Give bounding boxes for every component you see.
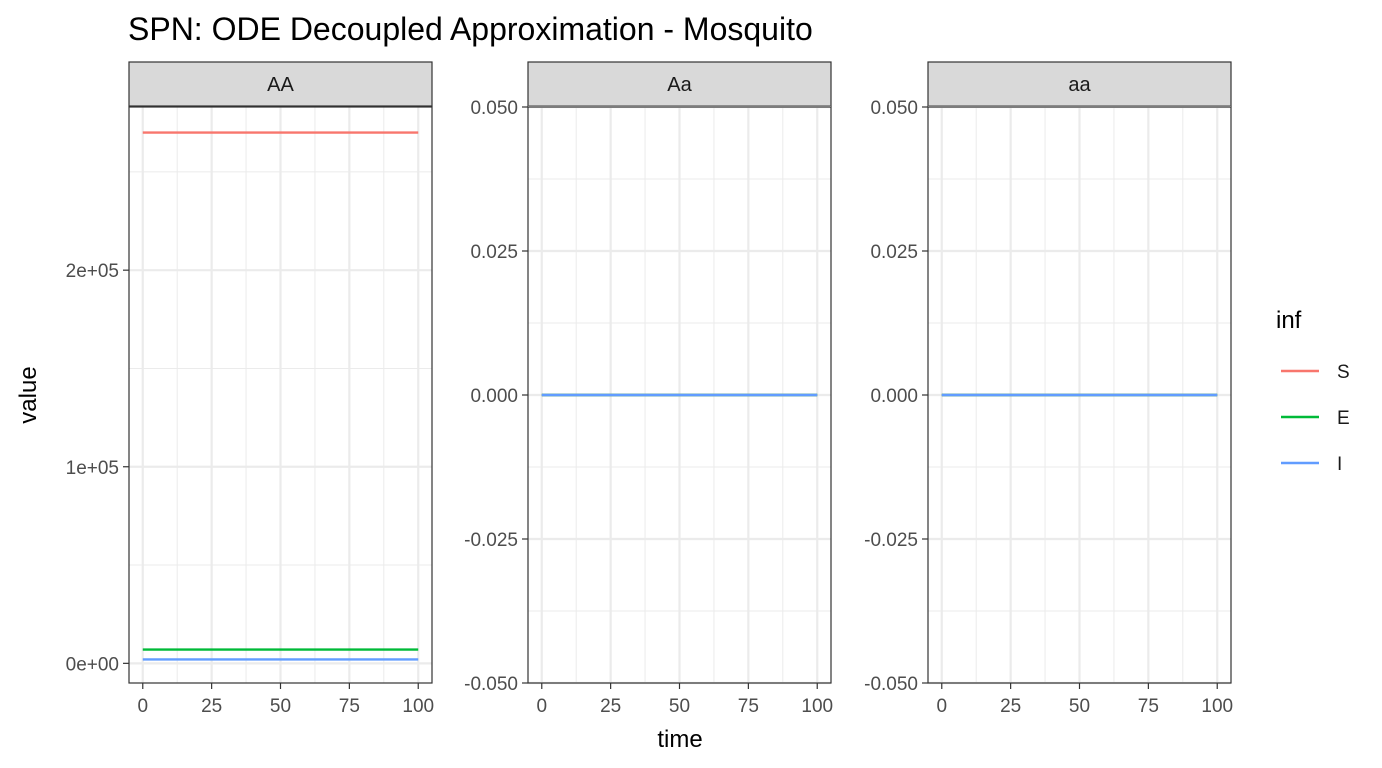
- panel-aa: aa 0 25 50 75 100 -0.050 -0.025 0.000 0.025 0.050: [864, 61, 1233, 717]
- legend-title: inf: [1276, 307, 1302, 334]
- x-tick-label: 0: [137, 696, 148, 717]
- strip-background: [128, 61, 433, 107]
- y-tick-label: 0e+00: [66, 654, 119, 675]
- y-tick-label: -0.025: [864, 530, 918, 551]
- panel-Aa: Aa 0 25 50 75 100 -0.050 -0.025 0.000 0.025 0.050: [464, 61, 833, 717]
- strip-label: Aa: [667, 74, 692, 96]
- y-tick-label: 1e+05: [66, 458, 119, 479]
- x-tick-label: 25: [1000, 696, 1021, 717]
- x-tick-label: 50: [669, 696, 690, 717]
- legend-key-E: E: [1281, 408, 1350, 429]
- y-tick-label: -0.050: [464, 674, 518, 695]
- x-tick-label: 0: [936, 696, 947, 717]
- panel-AA: AA 0 25 50 75 100 0e+00 1e+05 2e+05: [66, 61, 434, 717]
- x-tick-label: 75: [1138, 696, 1159, 717]
- strip-label: aa: [1068, 74, 1091, 96]
- y-tick-label: 0.025: [870, 242, 918, 263]
- y-tick-label: 0.000: [870, 386, 918, 407]
- legend-label: I: [1337, 454, 1342, 475]
- legend-label: S: [1337, 362, 1350, 383]
- x-tick-label: 50: [270, 696, 291, 717]
- y-tick-label: -0.050: [864, 674, 918, 695]
- strip-label: AA: [267, 74, 294, 96]
- x-tick-label: 100: [402, 696, 434, 717]
- panels: AA 0 25 50 75 100 0e+00 1e+05 2e+05 Aa 0 25 50 75 100 -…: [66, 61, 1233, 717]
- x-tick-label: 75: [738, 696, 759, 717]
- x-tick-label: 100: [801, 696, 833, 717]
- y-tick-label: 2e+05: [66, 261, 119, 282]
- x-tick-label: 50: [1069, 696, 1090, 717]
- legend: inf S E I: [1276, 307, 1350, 475]
- x-axis-title: time: [657, 726, 702, 753]
- y-tick-label: -0.025: [464, 530, 518, 551]
- y-axis-title: value: [15, 366, 42, 423]
- x-tick-label: 100: [1201, 696, 1233, 717]
- strip-background: [927, 61, 1232, 107]
- legend-key-I: I: [1281, 454, 1342, 475]
- x-tick-label: 25: [201, 696, 222, 717]
- y-tick-label: 0.000: [470, 386, 518, 407]
- x-tick-label: 25: [600, 696, 621, 717]
- legend-label: E: [1337, 408, 1350, 429]
- legend-key-S: S: [1281, 362, 1350, 383]
- y-tick-label: 0.050: [470, 98, 518, 119]
- x-tick-label: 75: [339, 696, 360, 717]
- y-tick-label: 0.025: [470, 242, 518, 263]
- y-tick-label: 0.050: [870, 98, 918, 119]
- x-tick-label: 0: [536, 696, 547, 717]
- chart-title: SPN: ODE Decoupled Approximation - Mosqu…: [128, 11, 813, 47]
